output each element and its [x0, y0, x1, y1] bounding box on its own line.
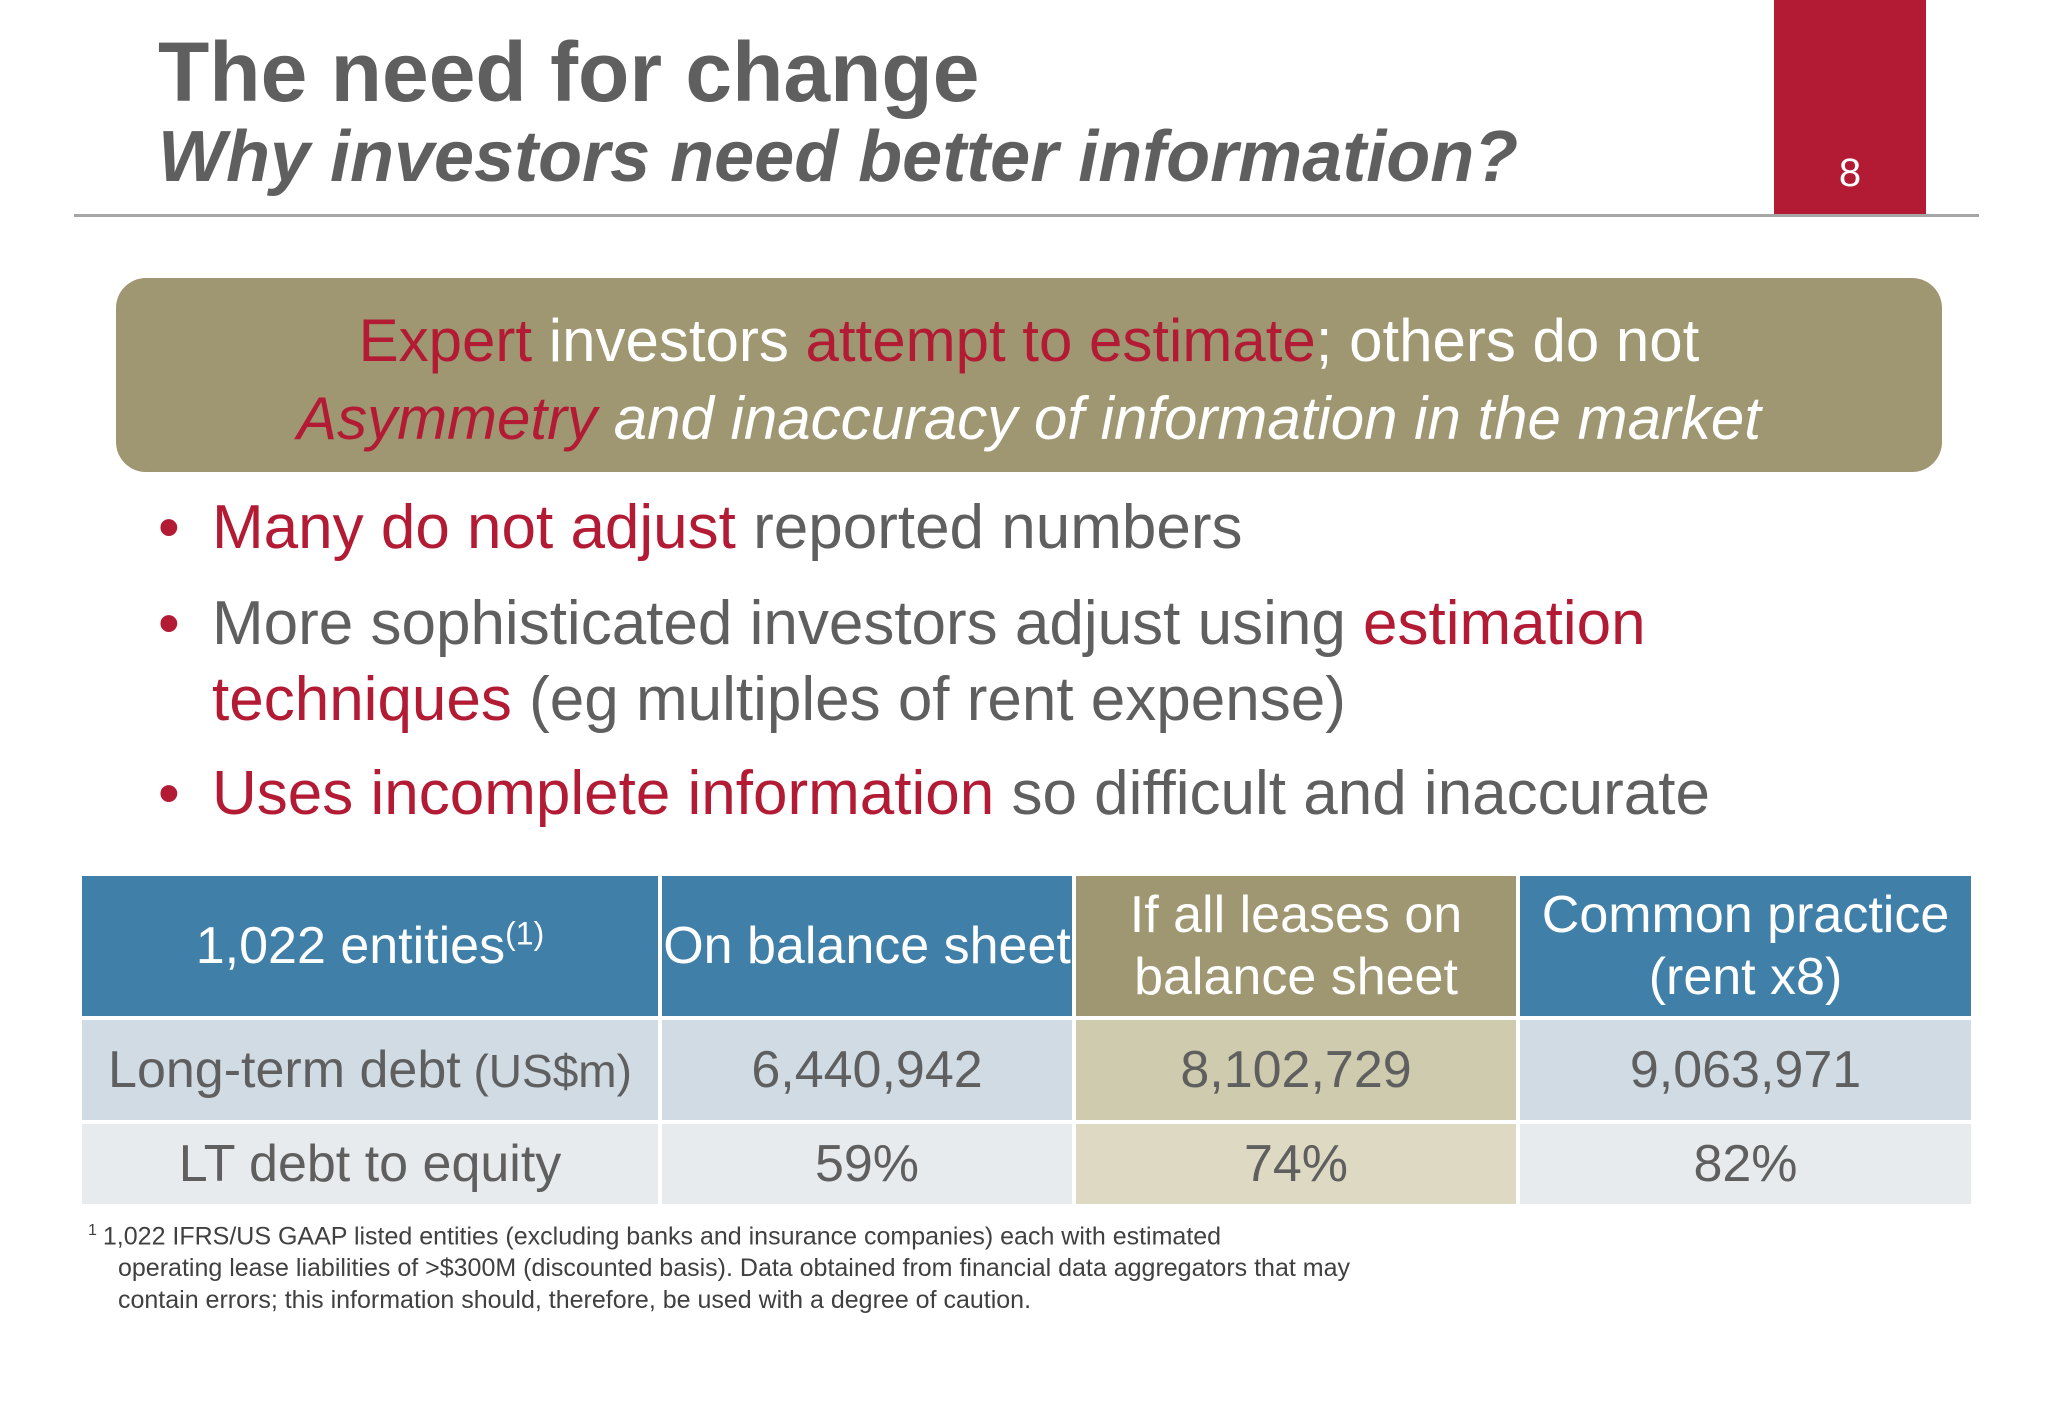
- bullet-text: so difficult and inaccurate: [994, 759, 1710, 828]
- cell-value: 6,440,942: [658, 1016, 1076, 1124]
- callout-highlight: Asymmetry: [297, 385, 598, 452]
- footnote-continuation: operating lease liabilities of >$300M (d…: [118, 1254, 1350, 1315]
- table-row: Long-term debt (US$m) 6,440,942 8,102,72…: [78, 1016, 1975, 1124]
- header-common-practice: Common practice (rent x8): [1516, 872, 1975, 1020]
- callout-line-1: Expert investors attempt to estimate; ot…: [116, 302, 1942, 380]
- bullet-text: More sophisticated investors adjust usin…: [212, 589, 1364, 658]
- page-number-tab: 8: [1774, 0, 1926, 214]
- bullet-dot-icon: •: [158, 493, 180, 562]
- row-unit: (US$m): [460, 1045, 632, 1097]
- callout-text: ; others do not: [1315, 307, 1700, 374]
- cell-value: 9,063,971: [1516, 1016, 1975, 1124]
- bullet-text: reported numbers: [735, 493, 1243, 562]
- callout-highlight: Expert: [358, 307, 533, 374]
- callout-text: investors: [532, 307, 806, 374]
- bullet-dot-icon: •: [158, 759, 180, 828]
- bullet-item: • Many do not adjust reported numbers: [158, 490, 1958, 566]
- cell-value: 74%: [1072, 1120, 1520, 1208]
- table-header-row: 1,022 entities(1) On balance sheet If al…: [78, 872, 1975, 1020]
- title-divider: [74, 214, 1979, 217]
- row-label: Long-term debt (US$m): [78, 1016, 662, 1124]
- footnote-marker: 1: [88, 1222, 97, 1239]
- callout-line-2: Asymmetry and inaccuracy of information …: [116, 380, 1942, 458]
- bullet-highlight: Many do not adjust: [212, 493, 736, 562]
- page-number: 8: [1838, 151, 1862, 195]
- slide-title: The need for change: [158, 25, 980, 119]
- row-label: LT debt to equity: [78, 1120, 662, 1208]
- bullet-item: • More sophisticated investors adjust us…: [158, 586, 1958, 738]
- header-on-balance-sheet: On balance sheet: [658, 872, 1076, 1020]
- cell-value: 8,102,729: [1072, 1016, 1520, 1124]
- bullet-dot-icon: •: [158, 589, 180, 658]
- footnote-first-line: 1,022 IFRS/US GAAP listed entities (excl…: [102, 1222, 1222, 1251]
- bullet-highlight: Uses incomplete information: [212, 759, 995, 828]
- bullet-list: • Many do not adjust reported numbers • …: [158, 490, 1958, 852]
- cell-value: 82%: [1516, 1120, 1975, 1208]
- slide-subtitle: Why investors need better information?: [158, 117, 1519, 197]
- header-all-leases: If all leases on balance sheet: [1072, 872, 1520, 1020]
- footnote-ref: (1): [505, 915, 545, 952]
- key-message-callout: Expert investors attempt to estimate; ot…: [116, 278, 1942, 472]
- table-row: LT debt to equity 59% 74% 82%: [78, 1120, 1975, 1208]
- header-entities: 1,022 entities(1): [78, 872, 662, 1020]
- cell-value: 59%: [658, 1120, 1076, 1208]
- bullet-text: (eg multiples of rent expense): [511, 665, 1346, 734]
- callout-text: and inaccuracy of information in the mar…: [597, 385, 1761, 452]
- callout-highlight: attempt to estimate: [805, 307, 1316, 374]
- bullet-item: • Uses incomplete information so difficu…: [158, 756, 1958, 832]
- bullet-highlight: estimation techniques: [212, 589, 1646, 734]
- footnote: 1 1,022 IFRS/US GAAP listed entities (exc…: [88, 1215, 1388, 1316]
- lease-comparison-table: 1,022 entities(1) On balance sheet If al…: [78, 872, 1975, 1208]
